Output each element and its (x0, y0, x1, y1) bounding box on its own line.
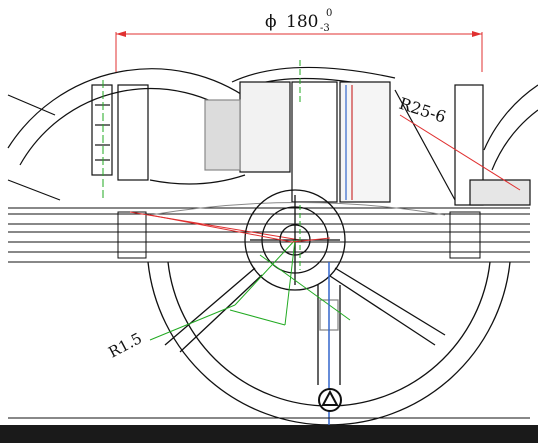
diameter-value: 180 (286, 12, 318, 32)
diameter-symbol: ϕ (265, 12, 277, 32)
left-wheel-section (7, 68, 251, 201)
spoke-right-inner (329, 275, 436, 346)
dimension-arrow-right (472, 31, 482, 37)
diameter-dimension: ϕ 180 0 -3 (115, 8, 483, 72)
top-center-fragment (204, 66, 396, 203)
bottom-band (0, 425, 538, 443)
spoke-right (334, 267, 446, 336)
radius-leader-right (399, 114, 521, 191)
spoke-left-inner (179, 274, 263, 353)
main-wheel (147, 189, 511, 426)
construction-lines (149, 205, 351, 341)
hub-outer (244, 189, 346, 291)
right-wheel-section (394, 84, 538, 206)
dimension-arrow-left (116, 31, 126, 37)
radius-label-right: R25-6 (397, 94, 449, 127)
svg-text:ϕ 180: ϕ 180 (265, 12, 318, 32)
spoke-left (164, 267, 256, 346)
diameter-lower-tolerance: -3 (320, 23, 330, 34)
shaft-band (8, 202, 530, 263)
radius-label-left: R1.5 (105, 329, 144, 361)
diameter-upper-tolerance: 0 (326, 8, 332, 19)
leader-lines (149, 214, 331, 243)
triangle-in-circle-icon (318, 388, 342, 412)
left-hub-slot (91, 84, 113, 176)
